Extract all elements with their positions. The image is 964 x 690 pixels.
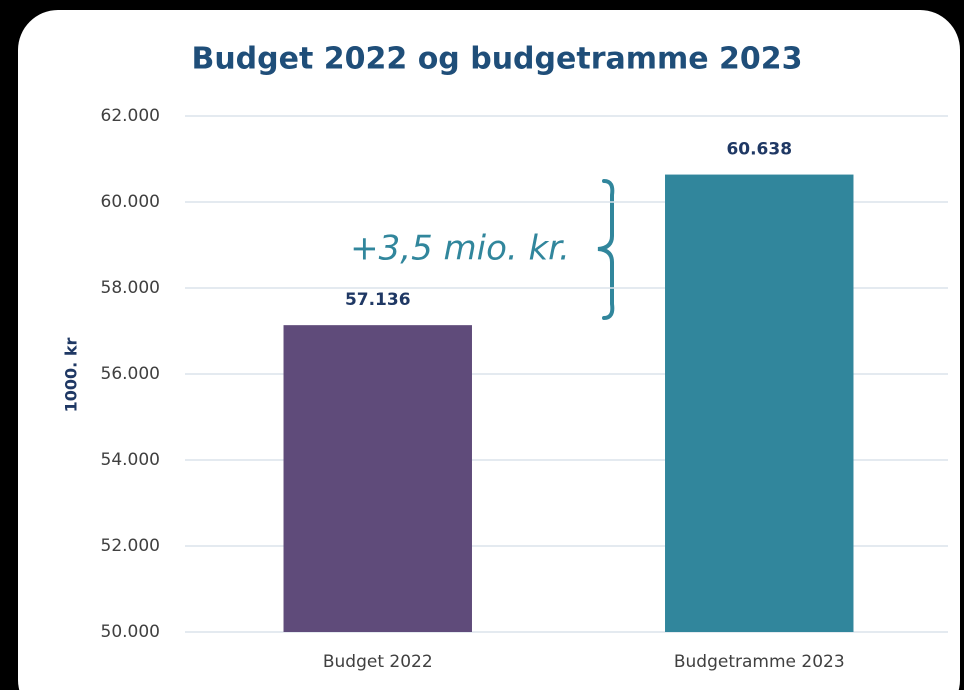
value-label: 60.638 xyxy=(726,140,792,160)
x-tick-label: Budget 2022 xyxy=(323,652,433,672)
y-tick-label: 60.000 xyxy=(101,192,160,212)
y-tick-label: 54.000 xyxy=(101,450,160,470)
plot-area: 50.000 52.000 54.000 56.000 58.000 60.000 62.0… xyxy=(101,106,948,672)
y-tick-label: 62.000 xyxy=(101,106,160,126)
y-tick-label: 52.000 xyxy=(101,536,160,556)
bar xyxy=(283,325,472,632)
annotation: +3,5 mio. kr. xyxy=(350,229,570,269)
y-axis-label: 1000. kr xyxy=(62,338,81,413)
chart-title: Budget 2022 og budgetramme 2023 xyxy=(191,42,802,77)
y-tick-label: 56.000 xyxy=(101,364,160,384)
y-tick-label: 50.000 xyxy=(101,622,160,642)
x-tick-label: Budgetramme 2023 xyxy=(674,652,845,672)
y-tick-label: 58.000 xyxy=(101,278,160,298)
value-label: 57.136 xyxy=(345,290,411,310)
brace xyxy=(597,179,615,320)
bar xyxy=(665,174,854,633)
